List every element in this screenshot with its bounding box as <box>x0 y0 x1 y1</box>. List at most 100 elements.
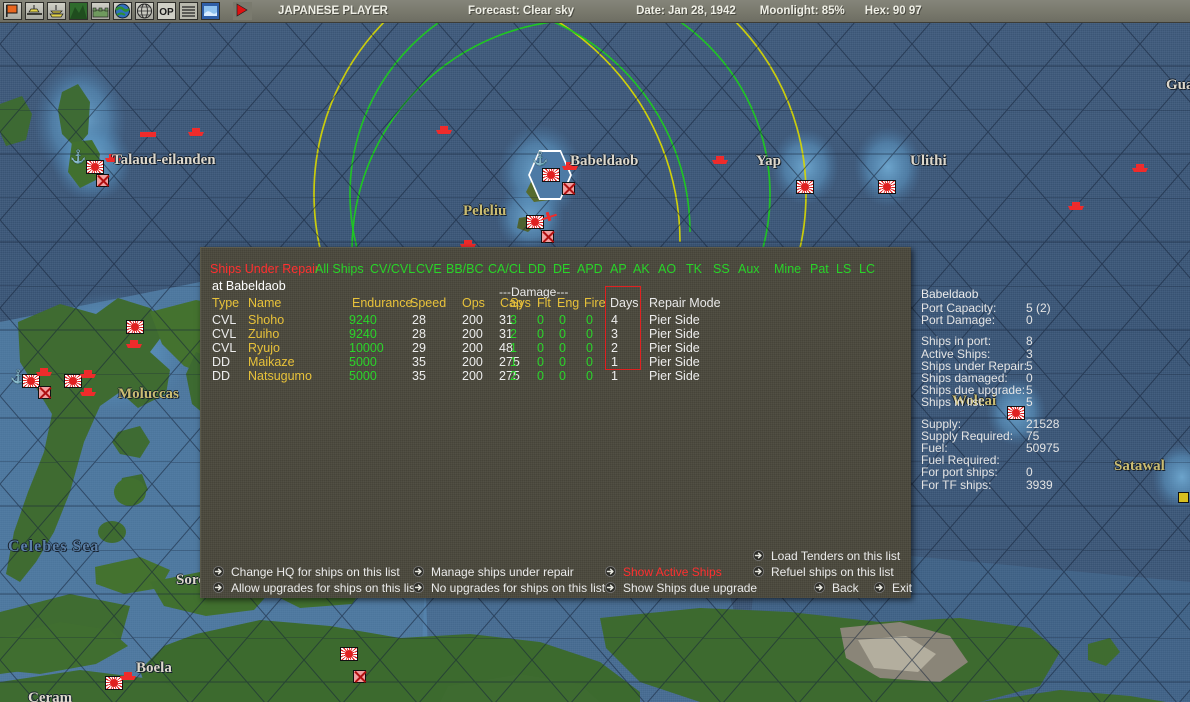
weather-icon[interactable] <box>201 2 220 20</box>
panel-filter-tabs[interactable]: Ships Under Repair All Ships CV/CVL CVE BB/B… <box>210 262 900 276</box>
cell-ops[interactable]: 200 <box>462 327 483 341</box>
cell-speed[interactable]: 28 <box>412 313 426 327</box>
column-header-sys[interactable]: Sys <box>510 296 531 310</box>
command-show-ships-due-upgrade[interactable]: Show Ships due upgrade <box>623 581 758 595</box>
cell-type[interactable]: DD <box>212 355 231 369</box>
cell-days[interactable]: 1 <box>611 355 618 369</box>
map-unit-counter[interactable] <box>526 215 544 229</box>
command-back[interactable]: Back <box>832 581 859 595</box>
cell-fire[interactable]: 0 <box>586 369 593 383</box>
tab-apd[interactable]: APD <box>577 262 603 276</box>
flag-icon[interactable] <box>3 2 22 20</box>
cell-speed[interactable]: 28 <box>412 327 426 341</box>
panel-command-buttons[interactable]: Change HQ for ships on this list Allow up… <box>201 548 913 598</box>
cell-sys[interactable]: 2 <box>510 369 517 383</box>
map-unit-counter[interactable] <box>38 386 51 399</box>
cell-speed[interactable]: 29 <box>412 341 426 355</box>
cell-eng[interactable]: 0 <box>559 327 566 341</box>
tab-lc[interactable]: LC <box>859 262 875 276</box>
map-unit-counter[interactable] <box>64 374 82 388</box>
cell-endurance[interactable]: 5000 <box>349 355 377 369</box>
ships-under-repair-panel[interactable]: Ships Under Repair All Ships CV/CVL CVE BB/B… <box>200 247 1059 598</box>
cell-flt[interactable]: 0 <box>537 327 544 341</box>
cell-repair-mode[interactable]: Pier Side <box>649 369 700 383</box>
cell-flt[interactable]: 0 <box>537 355 544 369</box>
command-exit[interactable]: Exit <box>892 581 913 595</box>
command-change-hq-for-ships-on-this-list[interactable]: Change HQ for ships on this list <box>231 565 400 579</box>
naval-base-icon[interactable] <box>47 2 66 20</box>
column-header-days[interactable]: Days <box>610 296 639 310</box>
cell-cap[interactable]: 48 <box>499 341 513 355</box>
tab-ao[interactable]: AO <box>658 262 677 276</box>
cell-ops[interactable]: 200 <box>462 369 483 383</box>
cell-speed[interactable]: 35 <box>412 369 426 383</box>
tab-ships-under-repair[interactable]: Ships Under Repair <box>210 262 320 276</box>
cell-type[interactable]: CVL <box>212 341 237 355</box>
column-header-flt[interactable]: Flt <box>537 296 551 310</box>
tab-tk[interactable]: TK <box>686 262 702 276</box>
cell-eng[interactable]: 0 <box>559 341 566 355</box>
cell-endurance[interactable]: 5000 <box>349 369 377 383</box>
cell-sys[interactable]: 1 <box>510 355 517 369</box>
tab-pat[interactable]: Pat <box>810 262 829 276</box>
tab-ap[interactable]: AP <box>610 262 627 276</box>
globe-icon[interactable] <box>113 2 132 20</box>
map-unit-counter[interactable] <box>541 230 554 243</box>
cell-ops[interactable]: 200 <box>462 341 483 355</box>
op-mode-icon[interactable]: OP <box>157 2 176 20</box>
column-header-repair-mode[interactable]: Repair Mode <box>649 296 721 310</box>
column-header-type[interactable]: Type <box>212 296 240 310</box>
cell-endurance[interactable]: 9240 <box>349 313 377 327</box>
tab-ls[interactable]: LS <box>836 262 852 276</box>
play-turn-icon[interactable] <box>233 2 252 20</box>
cell-name[interactable]: Ryujo <box>248 341 280 355</box>
top-toolbar[interactable]: OP JAPANESE PLAYER Forecast: Clear sky D… <box>0 0 1190 23</box>
cell-eng[interactable]: 0 <box>559 355 566 369</box>
map-unit-counter[interactable] <box>105 676 123 690</box>
cell-type[interactable]: DD <box>212 369 231 383</box>
cell-flt[interactable]: 0 <box>537 341 544 355</box>
tab-ca-cl[interactable]: CA/CL <box>488 262 525 276</box>
cell-cap[interactable]: 275 <box>499 355 520 369</box>
column-header-fire[interactable]: Fire <box>584 296 606 310</box>
cell-name[interactable]: Shoho <box>248 313 285 327</box>
cell-eng[interactable]: 0 <box>559 313 566 327</box>
tab-dd[interactable]: DD <box>528 262 547 276</box>
cell-sys[interactable]: 3 <box>510 313 517 327</box>
map-unit-counter[interactable] <box>353 670 366 683</box>
cell-endurance[interactable]: 10000 <box>349 341 384 355</box>
command-no-upgrades-for-ships-on-this-list[interactable]: No upgrades for ships on this list <box>431 581 606 595</box>
cell-endurance[interactable]: 9240 <box>349 327 377 341</box>
column-header-cap[interactable]: Cap <box>500 296 523 310</box>
map-unit-counter[interactable] <box>878 180 896 194</box>
cell-ops[interactable]: 200 <box>462 313 483 327</box>
cell-days[interactable]: 1 <box>611 369 618 383</box>
command-refuel-ships-on-this-list[interactable]: Refuel ships on this list <box>771 565 894 579</box>
cell-fire[interactable]: 0 <box>586 341 593 355</box>
cell-days[interactable]: 3 <box>611 327 618 341</box>
cell-name[interactable]: Zuiho <box>248 327 280 341</box>
world-grid-icon[interactable] <box>135 2 154 20</box>
map-unit-counter[interactable] <box>126 320 144 334</box>
cell-fire[interactable]: 0 <box>586 327 593 341</box>
toolbar-icon-group[interactable]: OP <box>0 2 252 20</box>
cell-flt[interactable]: 0 <box>537 369 544 383</box>
tab-ss[interactable]: SS <box>713 262 730 276</box>
cell-type[interactable]: CVL <box>212 327 237 341</box>
cell-cap[interactable]: 31 <box>499 327 513 341</box>
map-unit-counter[interactable] <box>796 180 814 194</box>
cell-sys[interactable]: 1 <box>510 341 517 355</box>
list-icon[interactable] <box>179 2 198 20</box>
map-unit-counter[interactable] <box>1178 492 1189 503</box>
cell-repair-mode[interactable]: Pier Side <box>649 355 700 369</box>
cell-fire[interactable]: 0 <box>586 355 593 369</box>
tab-aux[interactable]: Aux <box>738 262 760 276</box>
map-unit-counter[interactable] <box>22 374 40 388</box>
cell-days[interactable]: 2 <box>611 341 618 355</box>
airbase-icon[interactable] <box>25 2 44 20</box>
column-header-ops[interactable]: Ops <box>462 296 485 310</box>
cell-speed[interactable]: 35 <box>412 355 426 369</box>
tab-ak[interactable]: AK <box>633 262 650 276</box>
cell-sys[interactable]: 2 <box>510 327 517 341</box>
map-unit-counter[interactable] <box>86 160 104 174</box>
